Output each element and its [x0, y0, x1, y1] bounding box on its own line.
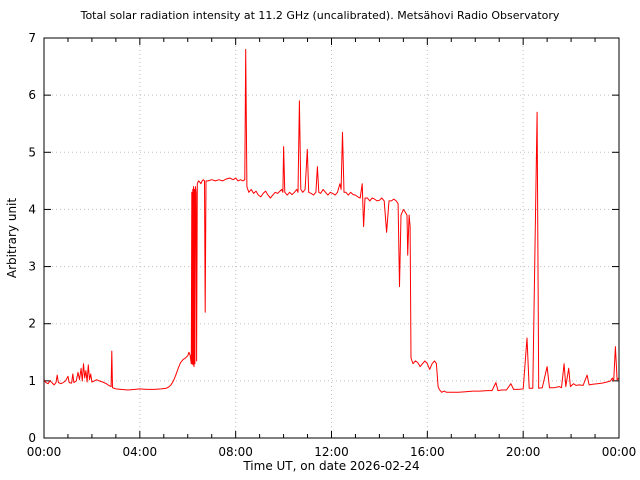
y-tick-label: 2 — [28, 317, 36, 331]
y-tick-label: 4 — [28, 202, 36, 216]
y-tick-label: 6 — [28, 88, 36, 102]
plot-frame — [43, 37, 620, 439]
y-tick-label: 7 — [28, 31, 36, 45]
x-tick-label: 20:00 — [506, 445, 541, 459]
y-tick-label: 0 — [28, 431, 36, 445]
y-tick-label: 1 — [28, 374, 36, 388]
x-axis-label: Time UT, on date 2026-02-24 — [243, 459, 420, 473]
y-tick-label: 3 — [28, 260, 36, 274]
x-tick-label: 08:00 — [218, 445, 253, 459]
x-tick-label: 16:00 — [410, 445, 445, 459]
x-tick-label: 00:00 — [602, 445, 637, 459]
data-series-line — [43, 48, 620, 393]
chart-title: Total solar radiation intensity at 11.2 … — [80, 9, 560, 22]
x-tick-label: 04:00 — [123, 445, 158, 459]
x-tick-label: 00:00 — [27, 445, 62, 459]
y-tick-label: 5 — [28, 145, 36, 159]
x-tick-label: 12:00 — [314, 445, 349, 459]
